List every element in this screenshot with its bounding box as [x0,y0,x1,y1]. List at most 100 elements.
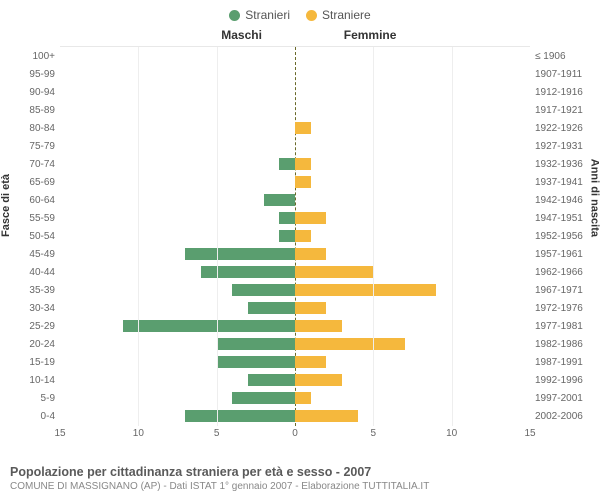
age-row: 35-391967-1971 [60,281,530,299]
age-row: 20-241982-1986 [60,335,530,353]
birth-label: 1907-1911 [530,69,582,80]
bar-male [217,356,295,369]
bar-male [232,392,295,405]
birth-label: 1992-1996 [530,375,583,386]
legend-swatch-male [229,10,240,21]
birth-label: 1967-1971 [530,285,583,296]
bar-female [295,266,373,279]
age-row: 60-641942-1946 [60,191,530,209]
bar-male [201,266,295,279]
bar-male [279,212,295,225]
bar-female [295,320,342,333]
bar-male [185,248,295,261]
age-label: 15-19 [29,357,60,368]
gridline [452,47,453,426]
age-row: 65-691937-1941 [60,173,530,191]
bar-female [295,212,326,225]
bar-male [264,194,295,207]
bar-male [123,320,295,333]
age-label: 100+ [32,51,60,62]
x-tick-label: 5 [371,428,377,439]
legend-label-male: Stranieri [245,8,290,22]
plot-region: 100+≤ 190695-991907-191190-941912-191685… [60,46,530,426]
birth-label: 1972-1976 [530,303,583,314]
age-label: 35-39 [29,285,60,296]
age-row: 85-891917-1921 [60,101,530,119]
age-label: 40-44 [29,267,60,278]
yaxis-label-right: Anni di nascita [588,159,600,237]
legend-swatch-female [306,10,317,21]
birth-label: 1957-1961 [530,249,583,260]
age-label: 45-49 [29,249,60,260]
x-axis: 15105051015 [60,428,530,444]
age-label: 95-99 [29,69,60,80]
birth-label: 1982-1986 [530,339,583,350]
age-label: 5-9 [41,393,60,404]
age-label: 50-54 [29,231,60,242]
birth-label: 1942-1946 [530,195,583,206]
bar-male [248,374,295,387]
age-label: 0-4 [41,411,60,422]
age-row: 10-141992-1996 [60,371,530,389]
age-label: 80-84 [29,123,60,134]
chart-subtitle: COMUNE DI MASSIGNANO (AP) - Dati ISTAT 1… [10,481,429,492]
bar-female [295,176,311,189]
yaxis-label-left: Fasce di età [0,174,12,237]
age-label: 65-69 [29,177,60,188]
bar-male [279,230,295,243]
birth-label: 1922-1926 [530,123,583,134]
age-label: 55-59 [29,213,60,224]
birth-label: 1937-1941 [530,177,583,188]
gridline [138,47,139,426]
x-tick-label: 15 [524,428,535,439]
age-row: 75-791927-1931 [60,137,530,155]
age-row: 25-291977-1981 [60,317,530,335]
age-row: 45-491957-1961 [60,245,530,263]
bar-male [248,302,295,315]
birth-label: 1932-1936 [530,159,583,170]
bar-female [295,284,436,297]
legend-label-female: Straniere [322,8,371,22]
legend-item-female: Straniere [306,8,371,22]
age-row: 95-991907-1911 [60,65,530,83]
column-title-female: Femmine [344,28,397,42]
birth-label: 1977-1981 [530,321,583,332]
age-row: 40-441962-1966 [60,263,530,281]
gridline [217,47,218,426]
birth-label: 1987-1991 [530,357,583,368]
age-row: 55-591947-1951 [60,209,530,227]
bar-female [295,374,342,387]
gridline [373,47,374,426]
age-row: 50-541952-1956 [60,227,530,245]
birth-label: 1917-1921 [530,105,583,116]
bar-female [295,410,358,423]
age-label: 10-14 [29,375,60,386]
birth-label: 1927-1931 [530,141,583,152]
bar-male [279,158,295,171]
birth-label: 2002-2006 [530,411,583,422]
age-label: 25-29 [29,321,60,332]
birth-label: 1912-1916 [530,87,583,98]
age-label: 75-79 [29,141,60,152]
age-label: 20-24 [29,339,60,350]
bar-female [295,356,326,369]
age-row: 15-191987-1991 [60,353,530,371]
bar-female [295,302,326,315]
age-label: 70-74 [29,159,60,170]
age-label: 85-89 [29,105,60,116]
x-tick-label: 10 [446,428,457,439]
x-tick-label: 15 [54,428,65,439]
birth-label: 1947-1951 [530,213,583,224]
birth-label: 1962-1966 [530,267,583,278]
age-label: 60-64 [29,195,60,206]
chart-footer: Popolazione per cittadinanza straniera p… [10,465,429,492]
bar-female [295,158,311,171]
birth-label: 1997-2001 [530,393,583,404]
x-tick-label: 5 [214,428,220,439]
column-title-male: Maschi [221,28,262,42]
age-row: 70-741932-1936 [60,155,530,173]
bar-female [295,338,405,351]
birth-label: 1952-1956 [530,231,583,242]
bar-male [232,284,295,297]
age-row: 30-341972-1976 [60,299,530,317]
